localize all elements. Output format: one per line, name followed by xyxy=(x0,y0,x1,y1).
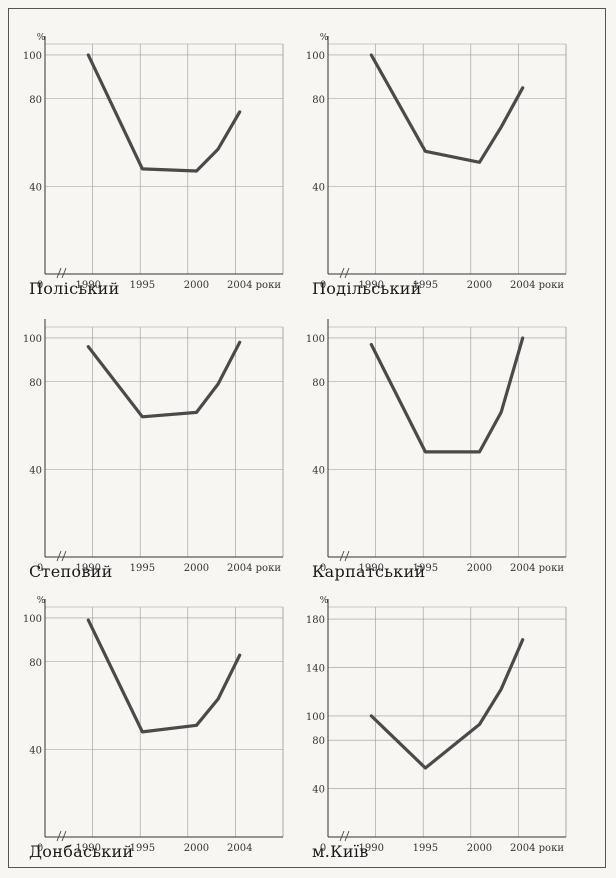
chart-title: Поліський xyxy=(29,279,120,298)
chart-donbasky: % 40 80 100 0 1990 1995 2000 2004 xyxy=(23,596,284,854)
chart-stepovy: 40 80 100 0 1990 1995 2000 2004 роки xyxy=(23,319,284,574)
x-tick-label: 2000 xyxy=(184,280,209,291)
x-unit-label: роки xyxy=(256,563,282,574)
x-tick-label: 1995 xyxy=(413,563,438,574)
origin-label: 0 xyxy=(320,843,326,854)
x-tick-label: 2004 xyxy=(510,563,535,574)
chart-title: м.Київ xyxy=(312,842,369,861)
chart-title: Подільський xyxy=(312,279,422,298)
y-tick-label: 80 xyxy=(29,95,42,106)
x-tick-label: 1990 xyxy=(76,563,101,574)
y-tick-label: 40 xyxy=(29,745,42,756)
axis-break-mark xyxy=(56,830,67,842)
origin-label: 0 xyxy=(320,280,326,291)
y-tick-label: 40 xyxy=(29,182,42,193)
y-tick-label: 40 xyxy=(312,465,325,476)
y-tick-label: 100 xyxy=(306,51,325,62)
chart-panel-donbasky: % 40 80 100 0 1990 1995 2000 2004 Донбаський xyxy=(23,592,300,872)
x-tick-label: 2004 xyxy=(227,280,252,291)
chart-panel-podilsky: % 40 80 100 0 1990 1995 2000 2004 роки Подільськи… xyxy=(306,29,583,309)
figure-frame: % 40 80 100 0 1990 1995 2000 2004 роки Поліський … xyxy=(8,8,606,868)
origin-label: 0 xyxy=(37,563,43,574)
y-unit-label: % xyxy=(37,33,46,43)
y-tick-label: 80 xyxy=(29,658,42,669)
axis-break-mark xyxy=(339,550,350,562)
chart-podilsky: % 40 80 100 0 1990 1995 2000 2004 роки xyxy=(306,33,567,291)
y-tick-label: 100 xyxy=(306,712,325,723)
origin-label: 0 xyxy=(37,280,43,291)
y-tick-label: 40 xyxy=(312,785,325,796)
chart-title: Донбаський xyxy=(29,842,134,861)
x-unit-label: роки xyxy=(256,280,282,291)
y-tick-label: 180 xyxy=(306,615,325,626)
x-tick-label: 2000 xyxy=(467,563,492,574)
x-tick-label: 2000 xyxy=(467,280,492,291)
chart-polisky: % 40 80 100 0 1990 1995 2000 2004 роки xyxy=(23,33,284,291)
axis-break-mark xyxy=(56,267,67,279)
x-tick-label: 2000 xyxy=(184,843,209,854)
chart-panel-stepovy: 40 80 100 0 1990 1995 2000 2004 роки Степовий xyxy=(23,312,300,592)
x-tick-label: 2000 xyxy=(184,563,209,574)
x-tick-label: 1990 xyxy=(76,843,101,854)
series-line xyxy=(369,336,525,454)
y-tick-label: 40 xyxy=(29,465,42,476)
x-tick-label: 2004 xyxy=(227,843,252,854)
y-tick-label: 100 xyxy=(306,334,325,345)
chart-panel-karpatsky: 40 80 100 0 1990 1995 2000 2004 роки Карпатський xyxy=(306,312,583,592)
y-unit-label: % xyxy=(320,596,329,606)
series-line xyxy=(86,340,242,419)
y-tick-label: 80 xyxy=(312,378,325,389)
series-line xyxy=(369,53,525,164)
x-tick-label: 1995 xyxy=(130,280,155,291)
y-tick-label: 100 xyxy=(23,334,42,345)
x-tick-label: 1995 xyxy=(130,843,155,854)
x-tick-label: 2004 xyxy=(510,843,535,854)
x-tick-label: 2004 xyxy=(510,280,535,291)
x-tick-label: 1990 xyxy=(76,280,101,291)
y-tick-label: 100 xyxy=(23,51,42,62)
chart-title: Карпатський xyxy=(312,562,426,581)
series-line xyxy=(369,638,525,770)
y-tick-label: 100 xyxy=(23,614,42,625)
series-line xyxy=(86,618,242,734)
y-tick-label: 40 xyxy=(312,182,325,193)
x-unit-label: роки xyxy=(539,563,565,574)
x-tick-label: 1990 xyxy=(359,563,384,574)
y-unit-label: % xyxy=(320,33,329,43)
y-tick-label: 140 xyxy=(306,664,325,675)
x-tick-label: 1990 xyxy=(359,280,384,291)
chart-panel-kyiv: % 40 80 100 140 180 0 1990 1995 2000 2004 роки м.Ки… xyxy=(306,592,583,872)
y-tick-label: 80 xyxy=(312,736,325,747)
chart-title: Степовий xyxy=(29,562,113,581)
y-unit-label: % xyxy=(37,596,46,606)
origin-label: 0 xyxy=(320,563,326,574)
x-tick-label: 1995 xyxy=(413,843,438,854)
axis-break-mark xyxy=(339,830,350,842)
x-tick-label: 1995 xyxy=(130,563,155,574)
chart-kyiv: % 40 80 100 140 180 0 1990 1995 2000 2004 роки xyxy=(306,596,567,854)
x-unit-label: роки xyxy=(539,280,565,291)
axis-break-mark xyxy=(56,550,67,562)
x-tick-label: 2004 xyxy=(227,563,252,574)
chart-karpatsky: 40 80 100 0 1990 1995 2000 2004 роки xyxy=(306,319,567,574)
x-tick-label: 1995 xyxy=(413,280,438,291)
axis-break-mark xyxy=(339,267,350,279)
series-line xyxy=(86,53,242,173)
x-unit-label: роки xyxy=(539,843,565,854)
chart-panel-polisky: % 40 80 100 0 1990 1995 2000 2004 роки Поліський xyxy=(23,29,300,309)
x-tick-label: 1990 xyxy=(359,843,384,854)
y-tick-label: 80 xyxy=(312,95,325,106)
origin-label: 0 xyxy=(37,843,43,854)
x-tick-label: 2000 xyxy=(467,843,492,854)
y-tick-label: 80 xyxy=(29,378,42,389)
